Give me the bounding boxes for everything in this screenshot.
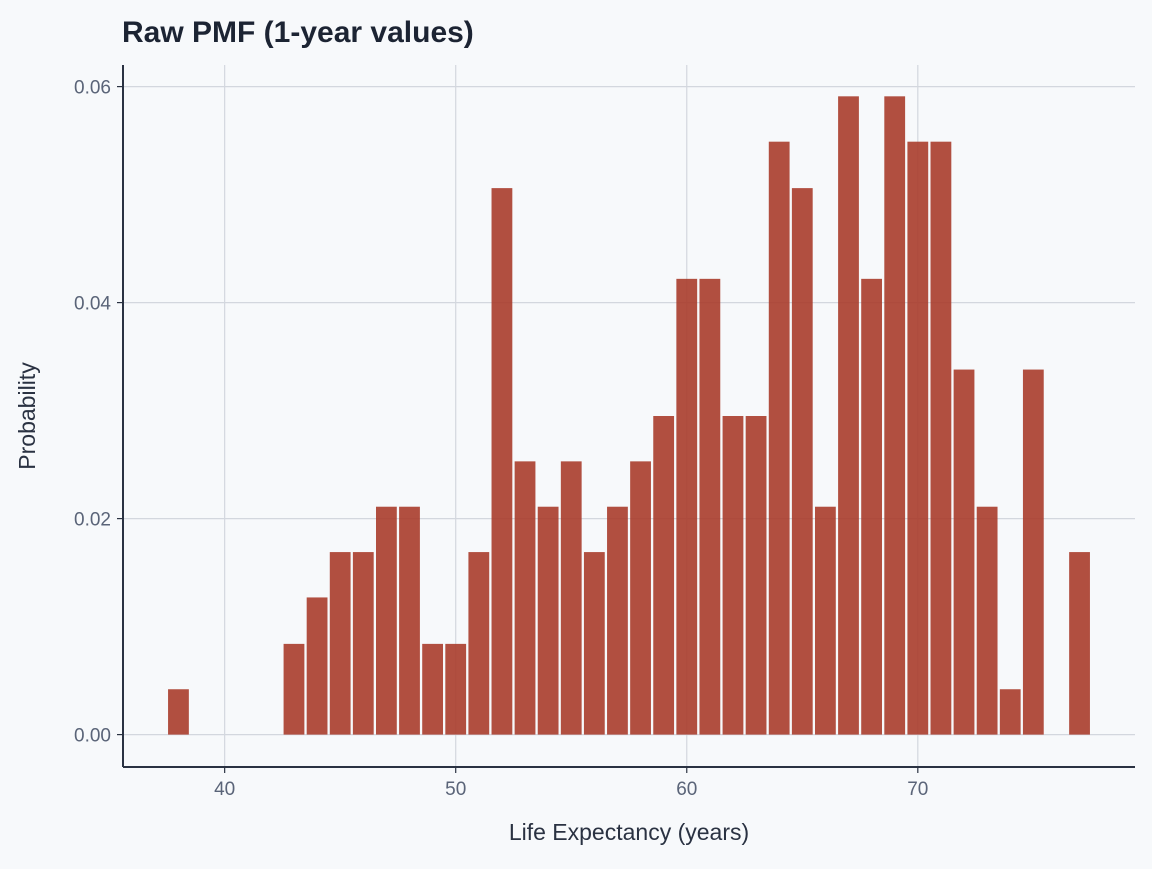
chart-title: Raw PMF (1-year values): [122, 16, 474, 49]
y-tick-label: 0.06: [74, 78, 111, 99]
bar: [399, 506, 420, 735]
bar: [560, 461, 582, 735]
axes: 40 50 60 70 0.00 0.02 0.04 0.06: [74, 65, 1135, 800]
bars: [168, 96, 1090, 735]
bar: [468, 552, 490, 735]
bar: [861, 278, 882, 735]
y-tick-label: 0.02: [74, 510, 111, 531]
bar: [376, 506, 397, 735]
bar: [283, 643, 305, 735]
bar: [907, 141, 929, 735]
bar: [653, 416, 675, 735]
x-tick-label: 40: [214, 779, 235, 800]
bar: [884, 96, 906, 735]
x-tick-label: 50: [445, 779, 466, 800]
bar: [838, 96, 859, 735]
bar: [768, 141, 790, 735]
bar: [537, 506, 559, 735]
bar: [699, 278, 721, 735]
y-tick-label: 0.00: [74, 726, 111, 747]
bar: [306, 597, 328, 735]
x-tick-label: 60: [676, 779, 697, 800]
bar: [791, 188, 813, 735]
bar: [999, 689, 1021, 735]
bar: [814, 506, 836, 735]
y-tick-label: 0.04: [74, 294, 111, 315]
bar: [722, 416, 744, 735]
bar: [422, 643, 444, 735]
bar: [630, 461, 651, 735]
bar: [329, 552, 351, 735]
bar: [745, 416, 767, 735]
bar: [1022, 369, 1044, 735]
bar: [676, 278, 698, 735]
y-axis-label: Probability: [14, 362, 40, 470]
x-tick-label: 70: [907, 779, 928, 800]
bar: [168, 689, 189, 735]
x-axis-label: Life Expectancy (years): [509, 819, 749, 845]
bar: [352, 552, 374, 735]
bar: [1069, 552, 1090, 735]
bar: [953, 369, 975, 735]
bar: [445, 643, 467, 735]
bar: [491, 188, 513, 735]
bar: [607, 506, 628, 735]
bar: [930, 141, 952, 735]
bar: [976, 506, 998, 735]
bar: [514, 461, 536, 735]
bar: [583, 552, 605, 735]
